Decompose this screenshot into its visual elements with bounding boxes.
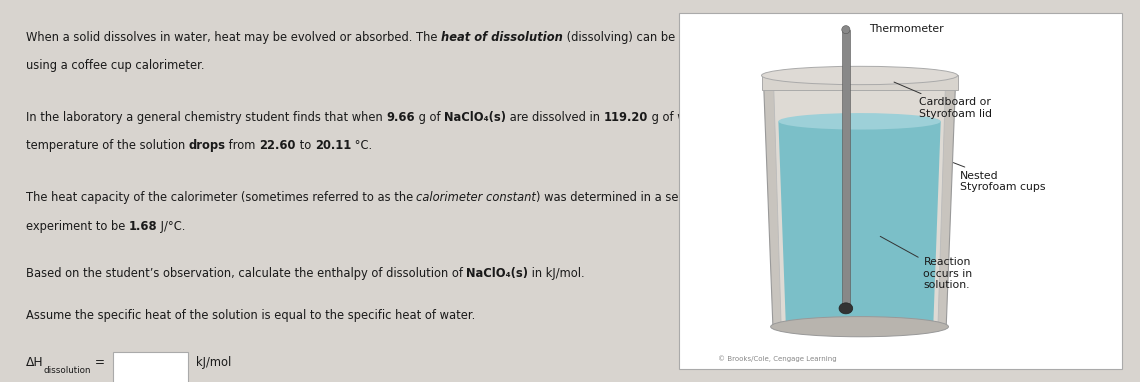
Ellipse shape xyxy=(779,113,940,129)
Text: (dissolving) can be determined: (dissolving) can be determined xyxy=(563,31,746,44)
Text: © Brooks/Cole, Cengage Learning: © Brooks/Cole, Cengage Learning xyxy=(718,355,837,361)
Text: heat of dissolution: heat of dissolution xyxy=(441,31,563,44)
Ellipse shape xyxy=(841,26,850,34)
Text: NaClO₄(s): NaClO₄(s) xyxy=(466,267,528,280)
Text: experiment to be: experiment to be xyxy=(25,220,129,233)
Text: =: = xyxy=(91,356,105,369)
Text: from: from xyxy=(226,139,260,152)
Ellipse shape xyxy=(771,317,948,337)
Polygon shape xyxy=(774,90,945,325)
Text: using a coffee cup calorimeter.: using a coffee cup calorimeter. xyxy=(25,59,204,72)
Text: Assume the specific heat of the solution is equal to the specific heat of water.: Assume the specific heat of the solution… xyxy=(25,309,475,322)
Text: Based on the student’s observation, calculate the enthalpy of dissolution of: Based on the student’s observation, calc… xyxy=(25,267,466,280)
Text: ) was determined in a separate: ) was determined in a separate xyxy=(536,191,717,204)
Text: Thermometer: Thermometer xyxy=(869,24,943,34)
Text: 22.60: 22.60 xyxy=(260,139,296,152)
Text: When a solid dissolves in water, heat may be evolved or absorbed. The: When a solid dissolves in water, heat ma… xyxy=(25,31,441,44)
Text: 119.20: 119.20 xyxy=(603,111,648,124)
Text: NaClO₄(s): NaClO₄(s) xyxy=(443,111,506,124)
Text: g of water, the: g of water, the xyxy=(648,111,736,124)
Polygon shape xyxy=(779,121,940,321)
Text: to: to xyxy=(296,139,315,152)
Text: J/°C.: J/°C. xyxy=(157,220,186,233)
Text: dissolution: dissolution xyxy=(43,366,91,375)
Polygon shape xyxy=(762,76,958,90)
Text: are dissolved in: are dissolved in xyxy=(506,111,603,124)
Text: temperature of the solution: temperature of the solution xyxy=(25,139,188,152)
Text: ΔH: ΔH xyxy=(25,356,43,369)
Text: The heat capacity of the calorimeter (sometimes referred to as the: The heat capacity of the calorimeter (so… xyxy=(25,191,416,204)
Text: °C.: °C. xyxy=(351,139,372,152)
Text: 1.68: 1.68 xyxy=(129,220,157,233)
Text: 9.66: 9.66 xyxy=(386,111,415,124)
Polygon shape xyxy=(764,88,955,327)
Text: kJ/mol: kJ/mol xyxy=(196,356,231,369)
Text: calorimeter constant: calorimeter constant xyxy=(416,191,536,204)
Bar xyxy=(841,30,850,308)
Ellipse shape xyxy=(762,66,958,85)
Text: Nested
Styrofoam cups: Nested Styrofoam cups xyxy=(953,163,1045,193)
Text: In the laboratory a general chemistry student finds that when: In the laboratory a general chemistry st… xyxy=(25,111,386,124)
Text: 20.11: 20.11 xyxy=(315,139,351,152)
FancyBboxPatch shape xyxy=(113,352,188,382)
FancyBboxPatch shape xyxy=(679,13,1122,369)
Ellipse shape xyxy=(773,317,946,336)
Text: drops: drops xyxy=(188,139,226,152)
Text: in kJ/mol.: in kJ/mol. xyxy=(528,267,585,280)
Text: Reaction
occurs in
solution.: Reaction occurs in solution. xyxy=(880,236,972,290)
Text: Cardboard or
Styrofoam lid: Cardboard or Styrofoam lid xyxy=(894,82,992,119)
Ellipse shape xyxy=(839,303,853,314)
Text: g of: g of xyxy=(415,111,443,124)
